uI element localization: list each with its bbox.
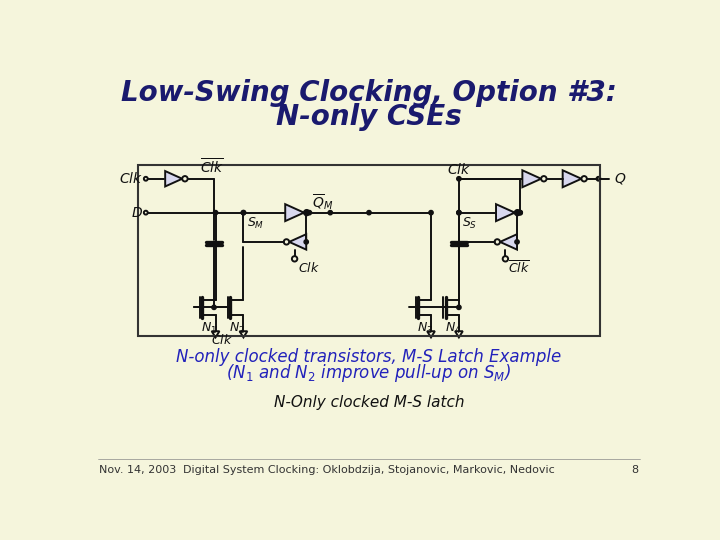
Text: $N_4$: $N_4$ xyxy=(444,321,461,336)
Text: Low-Swing Clocking, Option #3:: Low-Swing Clocking, Option #3: xyxy=(121,79,617,107)
Polygon shape xyxy=(165,171,182,186)
Circle shape xyxy=(456,211,461,215)
Text: 8: 8 xyxy=(631,465,639,475)
Text: $Q$: $Q$ xyxy=(614,171,626,186)
Circle shape xyxy=(495,239,500,245)
Polygon shape xyxy=(523,170,541,187)
Polygon shape xyxy=(240,331,248,338)
Circle shape xyxy=(328,211,333,215)
Polygon shape xyxy=(427,331,435,338)
Text: $\overline{Clk}$: $\overline{Clk}$ xyxy=(508,260,531,276)
Circle shape xyxy=(515,210,521,215)
Text: Digital System Clocking: Oklobdzija, Stojanovic, Markovic, Nedovic: Digital System Clocking: Oklobdzija, Sto… xyxy=(183,465,555,475)
Circle shape xyxy=(366,211,372,215)
Circle shape xyxy=(582,176,587,181)
Circle shape xyxy=(541,176,546,181)
Text: $\overline{Clk}$: $\overline{Clk}$ xyxy=(200,157,225,176)
Polygon shape xyxy=(285,204,304,221)
Text: $Clk$: $Clk$ xyxy=(119,171,143,186)
Circle shape xyxy=(456,305,461,309)
Text: N-only clocked transistors, M-S Latch Example: N-only clocked transistors, M-S Latch Ex… xyxy=(176,348,562,367)
Circle shape xyxy=(597,177,600,181)
Text: $\overline{Q}_M$: $\overline{Q}_M$ xyxy=(312,192,333,212)
Polygon shape xyxy=(562,170,582,187)
Circle shape xyxy=(503,256,508,261)
Text: $S_S$: $S_S$ xyxy=(462,216,477,231)
Circle shape xyxy=(212,305,216,309)
Polygon shape xyxy=(212,331,220,338)
Circle shape xyxy=(515,211,519,215)
Text: N-Only clocked M-S latch: N-Only clocked M-S latch xyxy=(274,395,464,409)
Polygon shape xyxy=(455,331,463,338)
Text: $Clk$: $Clk$ xyxy=(447,162,471,177)
Circle shape xyxy=(284,239,289,245)
Text: Nov. 14, 2003: Nov. 14, 2003 xyxy=(99,465,176,475)
Circle shape xyxy=(518,211,523,215)
Circle shape xyxy=(182,176,188,181)
Circle shape xyxy=(518,211,523,215)
Text: (N$_1$ and N$_2$ improve pull-up on S$_M$): (N$_1$ and N$_2$ improve pull-up on S$_M… xyxy=(226,362,512,384)
Circle shape xyxy=(515,240,519,244)
Circle shape xyxy=(241,211,246,215)
Circle shape xyxy=(429,211,433,215)
Text: $Clk$: $Clk$ xyxy=(211,334,233,347)
Text: $N_2$: $N_2$ xyxy=(229,321,246,336)
Circle shape xyxy=(307,211,312,215)
Bar xyxy=(138,165,600,336)
Text: $N_1$: $N_1$ xyxy=(202,321,217,336)
Text: $S_M$: $S_M$ xyxy=(246,216,264,231)
Text: $Clk$: $Clk$ xyxy=(297,261,320,275)
Circle shape xyxy=(304,211,308,215)
Polygon shape xyxy=(496,204,515,221)
Circle shape xyxy=(304,210,310,215)
Circle shape xyxy=(144,177,148,181)
Circle shape xyxy=(456,211,461,215)
Text: $N_3$: $N_3$ xyxy=(417,321,433,336)
Circle shape xyxy=(304,240,308,244)
Polygon shape xyxy=(500,234,517,249)
Circle shape xyxy=(213,211,217,215)
Polygon shape xyxy=(289,234,306,249)
Circle shape xyxy=(241,211,246,215)
Text: N-only CSEs: N-only CSEs xyxy=(276,103,462,131)
Text: $D$: $D$ xyxy=(131,206,143,220)
Circle shape xyxy=(144,211,148,214)
Circle shape xyxy=(456,177,461,181)
Circle shape xyxy=(292,256,297,261)
